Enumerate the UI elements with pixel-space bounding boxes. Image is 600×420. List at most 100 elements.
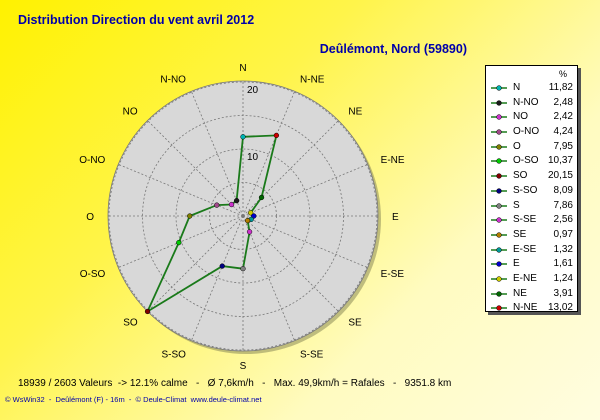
direction-label: S bbox=[240, 361, 247, 372]
data-point-n-no bbox=[233, 197, 240, 204]
legend-swatch bbox=[491, 261, 507, 267]
data-point-s bbox=[240, 266, 246, 272]
data-point-so bbox=[144, 308, 151, 315]
legend-value: 3,91 bbox=[553, 287, 573, 299]
direction-label: N-NE bbox=[300, 74, 325, 85]
data-point-se bbox=[244, 217, 251, 224]
legend-item-s: S 7,86 bbox=[486, 199, 577, 214]
legend-value: 8,09 bbox=[553, 184, 573, 196]
legend-label: N-NE bbox=[513, 302, 538, 314]
legend-value: 2,56 bbox=[553, 214, 573, 226]
legend-value: 11,82 bbox=[548, 82, 573, 93]
grid-spoke bbox=[242, 215, 296, 341]
grid-spoke bbox=[190, 91, 244, 217]
legend-value: 0,97 bbox=[553, 228, 573, 240]
direction-label: O-NO bbox=[79, 155, 105, 166]
legend-swatch bbox=[491, 232, 507, 238]
grid-spoke bbox=[242, 215, 339, 312]
direction-label: NO bbox=[123, 107, 138, 118]
legend-item-s-so: S-SO 8,09 bbox=[486, 184, 577, 199]
grid-spoke bbox=[242, 163, 368, 217]
chart-title: Distribution Direction du vent avril 201… bbox=[18, 13, 255, 27]
legend-swatch bbox=[491, 100, 507, 106]
legend-label: SO bbox=[513, 170, 528, 182]
legend-item-e-ne: E-NE 1,24 bbox=[486, 272, 577, 287]
legend-label: S-SO bbox=[513, 184, 538, 196]
direction-label: E-NE bbox=[381, 155, 405, 166]
data-point-ne bbox=[258, 194, 265, 201]
direction-label: N-NO bbox=[160, 74, 186, 85]
legend-header: % bbox=[486, 66, 577, 81]
data-point-s-se bbox=[246, 229, 253, 235]
grid-spoke bbox=[242, 120, 339, 217]
legend-value: 10,37 bbox=[547, 155, 573, 167]
legend-item-n-ne: N-NE 13,02 bbox=[486, 301, 577, 316]
grid-spoke bbox=[118, 163, 244, 217]
legend-unit: % bbox=[558, 69, 567, 79]
legend-value: 7,86 bbox=[553, 199, 573, 211]
data-point-o bbox=[187, 213, 193, 219]
legend: % N 11,82 N-NO 2,48 NO 2,42 O-NO 4,24 O 7,95 O-SO 1… bbox=[485, 65, 578, 313]
legend-label: N bbox=[513, 82, 521, 93]
legend-swatch bbox=[491, 188, 507, 194]
legend-swatch bbox=[491, 85, 507, 91]
data-point-n-ne bbox=[273, 132, 280, 139]
stats-line: 18939 / 2603 Valeurs -> 12.1% calme - Ø … bbox=[18, 378, 452, 389]
legend-label: O bbox=[513, 140, 521, 152]
legend-swatch bbox=[491, 290, 507, 297]
grid-spoke bbox=[190, 215, 244, 341]
data-point-o-so bbox=[176, 239, 182, 246]
legend-label: NE bbox=[513, 287, 527, 299]
legend-value: 1,24 bbox=[553, 272, 573, 284]
legend-item-o-no: O-NO 4,24 bbox=[486, 125, 577, 140]
legend-item-so: SO 20,15 bbox=[486, 169, 577, 184]
legend-label: S-SE bbox=[513, 214, 537, 226]
data-point-n bbox=[240, 134, 246, 140]
legend-label: O-NO bbox=[513, 126, 540, 138]
direction-label: S-SE bbox=[300, 350, 324, 361]
legend-label: E-SE bbox=[513, 243, 537, 255]
direction-label: SO bbox=[123, 317, 138, 328]
grid-spoke bbox=[147, 120, 244, 217]
legend-item-ne: NE 3,91 bbox=[486, 287, 577, 302]
legend-swatch bbox=[491, 158, 507, 165]
legend-value: 4,24 bbox=[553, 126, 573, 138]
legend-value: 20,15 bbox=[547, 170, 573, 182]
legend-item-e: E 1,61 bbox=[486, 257, 577, 272]
direction-label: O bbox=[86, 212, 94, 223]
legend-item-e-se: E-SE 1,32 bbox=[486, 243, 577, 258]
legend-swatch bbox=[491, 144, 507, 150]
direction-label: S-SO bbox=[162, 350, 187, 361]
legend-swatch bbox=[491, 217, 507, 223]
legend-label: SE bbox=[513, 228, 527, 240]
legend-label: O-SO bbox=[513, 155, 539, 167]
direction-label: SE bbox=[348, 317, 362, 328]
legend-item-n-no: N-NO 2,48 bbox=[486, 96, 577, 111]
legend-label: E-NE bbox=[513, 272, 537, 284]
legend-item-o: O 7,95 bbox=[486, 140, 577, 155]
legend-item-no: NO 2,42 bbox=[486, 110, 577, 125]
legend-value: 1,61 bbox=[553, 258, 573, 270]
grid-spoke bbox=[242, 91, 296, 217]
grid-spoke bbox=[242, 215, 368, 269]
data-point-o-no bbox=[214, 202, 220, 208]
legend-item-n: N 11,82 bbox=[486, 81, 577, 96]
legend-swatch bbox=[491, 173, 507, 179]
legend-value: 13,02 bbox=[547, 302, 573, 314]
legend-swatch bbox=[491, 114, 507, 121]
direction-label: N bbox=[239, 63, 246, 74]
legend-swatch bbox=[491, 305, 507, 311]
data-point-s-so bbox=[219, 263, 225, 269]
direction-label: E-SE bbox=[381, 269, 405, 280]
legend-swatch bbox=[491, 129, 507, 135]
grid-spoke bbox=[147, 215, 244, 312]
legend-label: NO bbox=[513, 111, 528, 123]
footer-credits: © WsWin32 - Deûlémont (F) - 16m - © Deul… bbox=[5, 395, 262, 404]
legend-value: 2,42 bbox=[553, 111, 573, 123]
legend-item-s-se: S-SE 2,56 bbox=[486, 213, 577, 228]
legend-swatch bbox=[491, 246, 507, 253]
legend-label: N-NO bbox=[513, 96, 539, 108]
grid-spoke bbox=[118, 215, 244, 269]
legend-label: E bbox=[513, 258, 520, 270]
